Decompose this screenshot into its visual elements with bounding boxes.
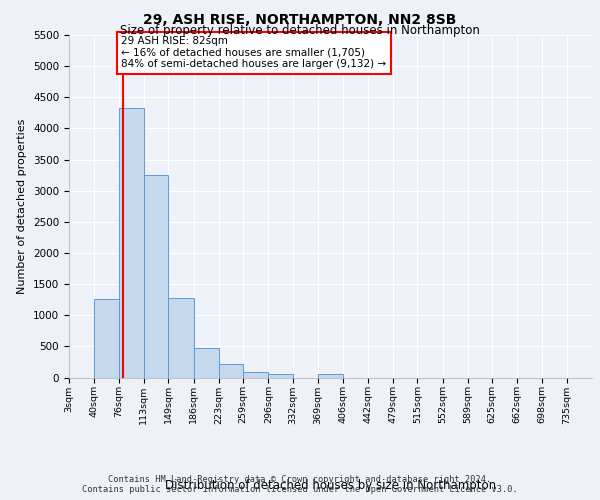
Text: 29, ASH RISE, NORTHAMPTON, NN2 8SB: 29, ASH RISE, NORTHAMPTON, NN2 8SB [143, 12, 457, 26]
Text: 29 ASH RISE: 82sqm
← 16% of detached houses are smaller (1,705)
84% of semi-deta: 29 ASH RISE: 82sqm ← 16% of detached hou… [121, 36, 386, 70]
Bar [194, 348, 218, 378]
Text: Contains HM Land Registry data © Crown copyright and database right 2024.
Contai: Contains HM Land Registry data © Crown c… [82, 474, 518, 494]
Bar [243, 372, 268, 378]
Bar [94, 299, 119, 378]
Bar [119, 108, 144, 378]
Text: Size of property relative to detached houses in Northampton: Size of property relative to detached ho… [120, 24, 480, 37]
Y-axis label: Number of detached properties: Number of detached properties [17, 118, 28, 294]
Bar [169, 298, 194, 378]
Bar [318, 374, 343, 378]
Bar [268, 374, 293, 378]
X-axis label: Distribution of detached houses by size in Northampton: Distribution of detached houses by size … [165, 479, 496, 492]
Bar [218, 364, 243, 378]
Bar [144, 175, 169, 378]
